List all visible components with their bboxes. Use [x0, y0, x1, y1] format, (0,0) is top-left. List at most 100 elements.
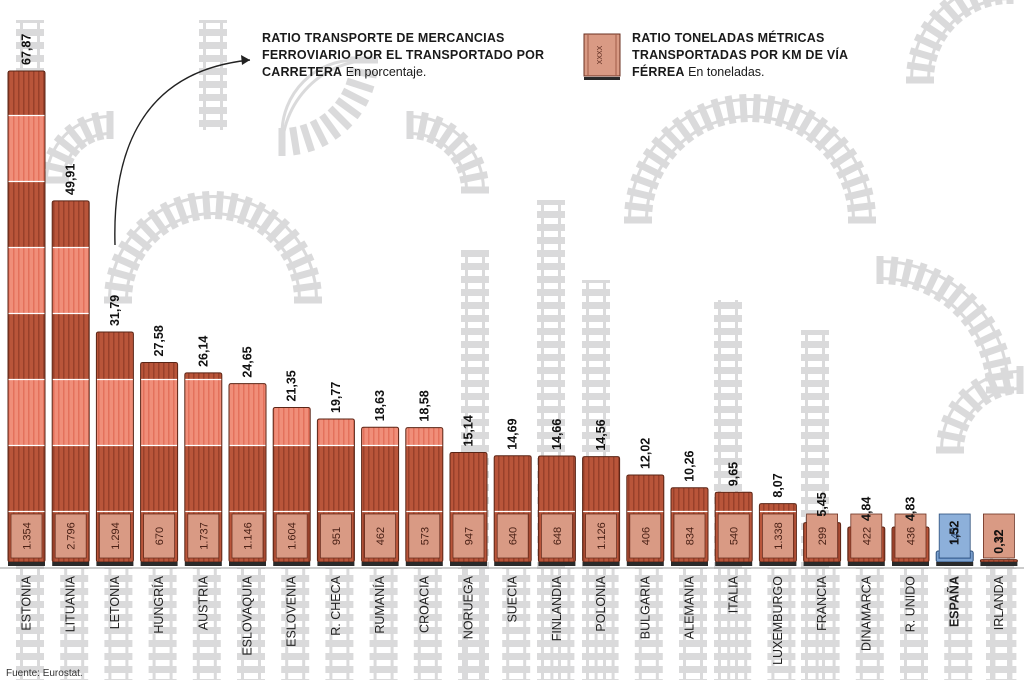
bar-segment [8, 248, 45, 314]
wheels [450, 562, 487, 566]
value-label: 67,87 [20, 34, 34, 65]
bar: 1.126 14,56 POLONIA [582, 419, 621, 632]
bar: 406 12,02 BULGARIA [626, 438, 665, 639]
category-label: LITUANIA [64, 575, 78, 632]
bar-segment [8, 71, 45, 116]
value-label: 24,65 [241, 346, 255, 377]
category-label: DINAMARCA [859, 575, 873, 651]
wheels [582, 562, 620, 566]
bar-segment [8, 380, 45, 446]
bar-segment [626, 475, 664, 512]
tonnage-box [894, 513, 927, 559]
bar-segment [140, 362, 178, 380]
tonnage-label: 640 [508, 527, 520, 545]
bar-segment [361, 427, 399, 446]
tonnage-box [717, 513, 750, 559]
bar-segment [52, 248, 90, 314]
tonnage-label: 1.604 [287, 522, 299, 550]
wheels [140, 562, 178, 566]
bar-segment [96, 446, 134, 512]
bar-segment [582, 456, 620, 512]
bar-segment [759, 503, 797, 512]
bar: 951 19,77 R. CHECA [316, 382, 355, 636]
tonnage-box [364, 513, 397, 559]
tonnage-label: 573 [419, 527, 431, 545]
value-label: 14,69 [506, 418, 520, 449]
category-label: RUMANÍA [372, 575, 387, 633]
tonnage-label: 1.354 [22, 522, 34, 550]
value-label: 4,84 [859, 497, 873, 521]
legend-ratio: RATIO TRANSPORTE DE MERCANCIAS FERROVIAR… [262, 30, 562, 81]
value-label: 14,56 [594, 419, 608, 450]
bar-segment [715, 492, 753, 512]
tonnage-label: 540 [729, 527, 741, 545]
wheels [980, 562, 1018, 566]
wheels [538, 562, 576, 566]
bar-segment [229, 383, 266, 446]
bar: 1.737 26,14 AUSTRIA [184, 336, 223, 630]
tonnage-box [673, 513, 706, 559]
tonnage-label: 22 [994, 530, 1006, 542]
value-label: 8,07 [771, 473, 785, 497]
category-label: AUSTRIA [196, 575, 210, 630]
tonnage-box [496, 513, 529, 559]
bar-segment [140, 380, 178, 446]
tonnage-box [983, 513, 1015, 559]
wheels [671, 562, 708, 566]
tonnage-box [408, 513, 441, 559]
bar: 462 18,63 RUMANÍA [361, 390, 400, 634]
tonnage-label: 406 [640, 527, 652, 545]
bar-segment [52, 446, 90, 512]
bars-layer: 1.354 67,87 ESTONIA 2.796 49,91 LITUANIA 1.294… [7, 34, 1018, 665]
legend-ratio-title: RATIO TRANSPORTE DE MERCANCIAS FERROVIAR… [262, 31, 545, 79]
value-label: 19,77 [329, 382, 343, 413]
tonnage-label: 422 [861, 527, 873, 545]
tonnage-box [10, 513, 43, 559]
wheels [759, 562, 797, 566]
category-label: NORUEGA [462, 575, 476, 639]
value-label: 4,83 [904, 497, 918, 521]
source-note: Fuente: Eurostat. [6, 668, 83, 679]
tonnage-box [319, 513, 352, 559]
bar: 648 14,66 FINLANDIA [537, 419, 576, 641]
bar: 1.146 24,65 ESLOVAQUIA [228, 346, 267, 656]
legend-tonnage-title: RATIO TONELADAS MÉTRICAS TRANSPORTADAS P… [632, 31, 848, 79]
category-label: ESLOVENIA [285, 575, 299, 647]
tonnage-box [99, 513, 131, 559]
tonnage-label: 299 [817, 527, 829, 545]
value-label: 18,58 [417, 390, 431, 421]
bar-segment [52, 380, 90, 446]
bar-segment [273, 446, 311, 512]
category-label: POLONIA [594, 575, 608, 631]
bar: 947 15,14 NORUEGA [449, 415, 488, 639]
category-label: ESLOVAQUIA [241, 575, 255, 655]
wheels [892, 562, 929, 566]
bar-segment [980, 559, 1018, 562]
bar: 1.294 31,79 LETONIA [95, 295, 134, 629]
category-label: BULGARIA [638, 575, 652, 639]
bar-segment [273, 407, 311, 446]
tonnage-label: 670 [154, 527, 166, 545]
wheels [626, 562, 664, 566]
value-label: 21,35 [285, 370, 299, 401]
legend-wagon-icon: XXXX [583, 33, 621, 80]
bar-segment [494, 455, 532, 512]
bar: 1.338 8,07 LUXEMBURGO [758, 473, 797, 665]
category-label: ESTONIA [20, 575, 34, 630]
bar-segment [8, 446, 45, 512]
bar: 220,32 IRLANDA [979, 513, 1018, 630]
wheels [405, 562, 443, 566]
bar-segment [361, 446, 399, 512]
wheels [317, 562, 355, 566]
value-label: 5,45 [815, 492, 829, 516]
value-label: 14,66 [550, 419, 564, 450]
bar-segment [317, 446, 355, 512]
bar: 670 27,58 HUNGRÍA [140, 325, 179, 634]
wheels [229, 562, 266, 566]
wheels [803, 562, 841, 566]
bar: 834 10,26 ALEMANIA [670, 450, 709, 639]
category-label: ESPAÑA [947, 576, 962, 627]
wheels [52, 562, 90, 566]
wheels [273, 562, 311, 566]
